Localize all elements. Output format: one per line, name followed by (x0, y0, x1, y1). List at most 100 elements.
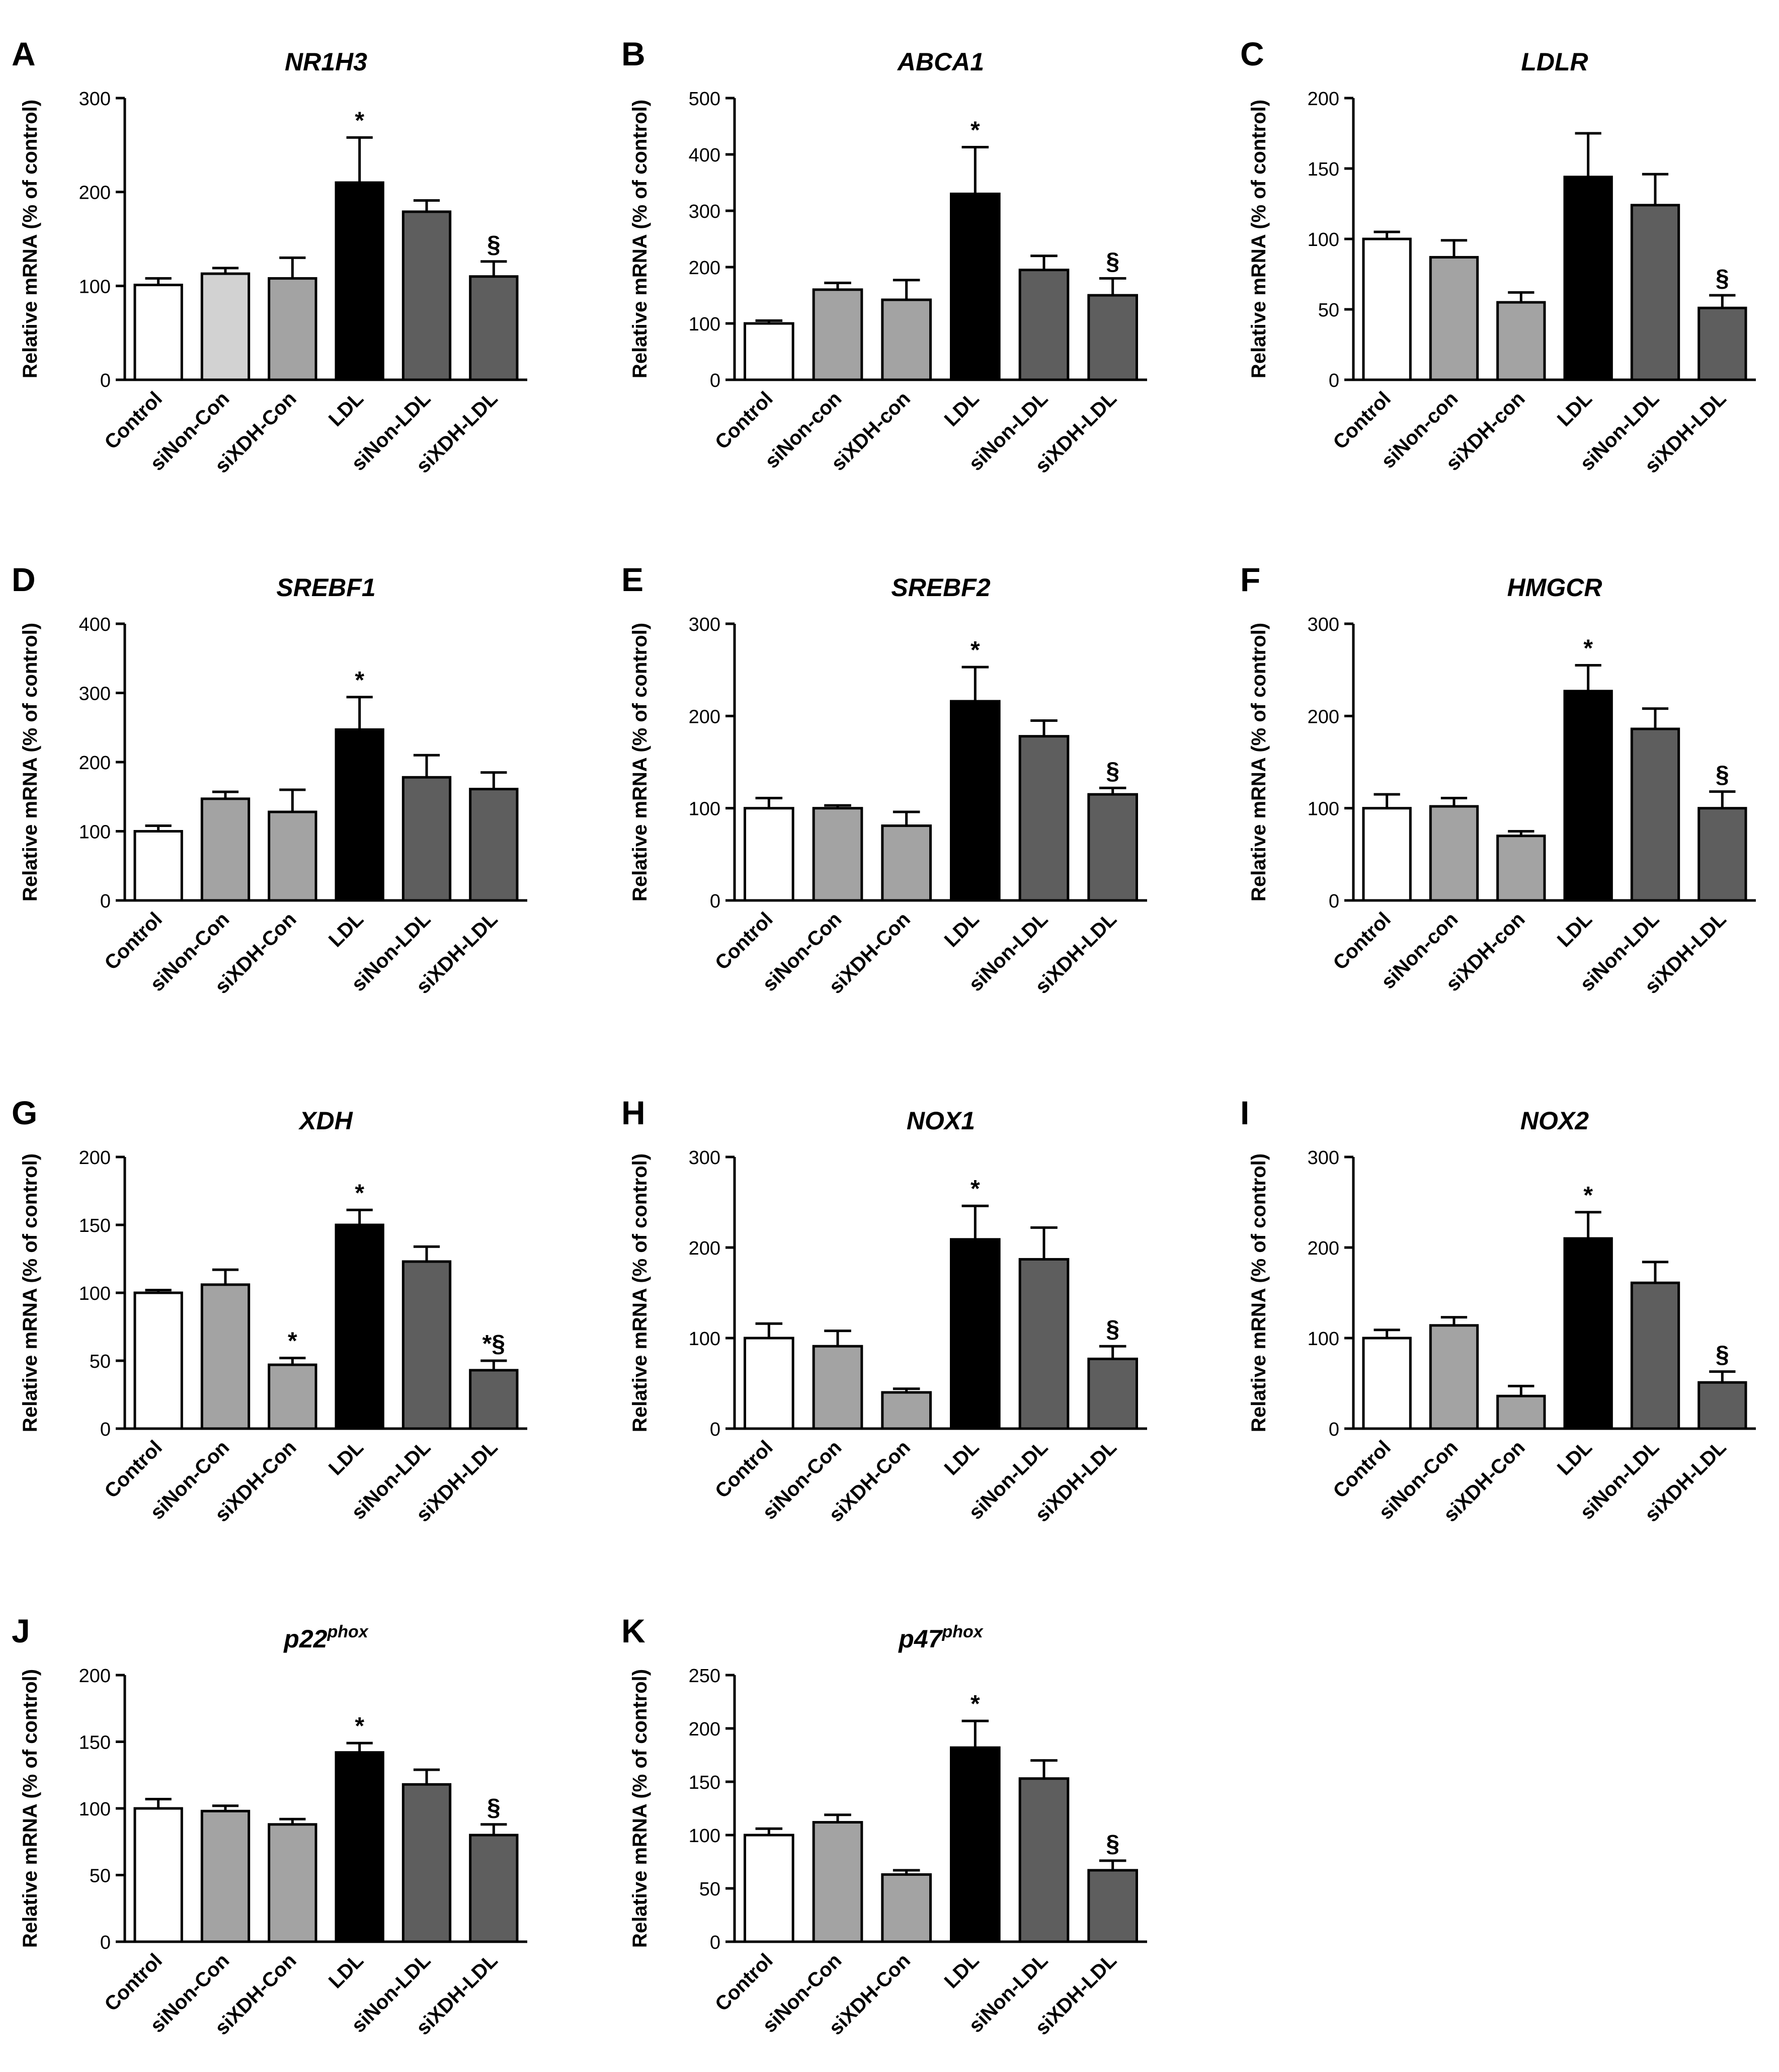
y-tick-label: 200 (1308, 89, 1339, 110)
y-tick-label: 150 (1308, 159, 1339, 180)
y-tick-label: 50 (1318, 300, 1339, 321)
y-tick-label: 150 (79, 1215, 111, 1236)
bar-sinon-con (200, 1283, 251, 1430)
y-tick-label: 100 (79, 1799, 111, 1820)
y-tick-label: 0 (100, 370, 111, 391)
y-axis-label: Relative mRNA (% of control) (629, 1153, 651, 1432)
bar-sixdh-con (268, 810, 317, 902)
bar-sinon-ldl (1018, 735, 1070, 902)
significance-mark: * (971, 117, 980, 143)
panel-d: D SREBF1 Relative mRNA (% of control) 0 100 2… (12, 561, 527, 998)
y-tick-label: 200 (689, 1238, 720, 1259)
y-tick-label: 300 (79, 684, 111, 705)
y-tick-label: 100 (1308, 799, 1339, 820)
bar-sixdh-con (881, 1873, 932, 1943)
y-axis-label: Relative mRNA (% of control) (19, 1669, 41, 1948)
significance-mark: * (971, 637, 980, 664)
x-tick-label: Control (711, 387, 777, 454)
y-tick-label: 200 (689, 706, 720, 727)
panel-title: ABCA1 (897, 48, 984, 76)
panel-letter: D (12, 561, 36, 598)
bar-sixdh-con (881, 824, 932, 902)
y-tick-label: 100 (689, 799, 720, 820)
panel-letter: F (1240, 561, 1260, 598)
y-axis-label: Relative mRNA (% of control) (19, 623, 41, 901)
bar-control (133, 1807, 183, 1943)
y-tick-label: 0 (710, 370, 720, 391)
y-tick-label: 400 (79, 614, 111, 635)
x-tick-label: Control (100, 1949, 167, 2016)
bar-sinon-con (1429, 256, 1479, 381)
y-tick-label: 50 (90, 1866, 111, 1887)
bar-sinon-con (812, 1345, 863, 1430)
bar-ldl (335, 728, 384, 902)
significance-mark: § (1716, 762, 1729, 788)
y-tick-label: 100 (79, 1283, 111, 1304)
y-axis-label: Relative mRNA (% of control) (1248, 623, 1270, 901)
bar-sixdh-ldl (469, 1834, 519, 1943)
bar-control (1362, 807, 1412, 902)
bar-control (1362, 237, 1412, 381)
panel-letter: G (12, 1094, 37, 1131)
bar-sixdh-ldl (469, 788, 519, 902)
bar-sinon-ldl (1630, 727, 1680, 902)
panel-h: H NOX1 Relative mRNA (% of control) 0 100 200… (621, 1094, 1147, 1526)
x-tick-label: LDL (940, 1949, 984, 1993)
x-tick-label: Control (100, 908, 167, 974)
y-tick-label: 200 (689, 258, 720, 279)
y-tick-label: 0 (710, 1419, 720, 1440)
y-tick-label: 0 (1329, 370, 1339, 391)
x-tick-label: Control (711, 1436, 777, 1503)
significance-mark: *§ (482, 1331, 505, 1357)
bar-sinon-ldl (401, 210, 452, 381)
y-tick-label: 0 (100, 1932, 111, 1953)
significance-mark: * (355, 107, 364, 134)
bar-sinon-con (200, 1809, 251, 1943)
bar-ldl (950, 700, 1001, 902)
panel-title: p47phox (898, 1622, 984, 1653)
x-tick-label: LDL (940, 1436, 984, 1479)
bar-ldl (335, 1223, 384, 1430)
bar-control (133, 1291, 183, 1430)
bar-sixdh-con (268, 1363, 317, 1430)
y-axis-label: Relative mRNA (% of control) (629, 1669, 651, 1948)
y-tick-label: 50 (699, 1879, 720, 1900)
significance-mark: § (487, 1794, 501, 1821)
y-tick-label: 200 (1308, 706, 1339, 727)
bar-sinon-ldl (1630, 204, 1680, 381)
bar-ldl (950, 1238, 1001, 1430)
panel-letter: B (621, 35, 645, 72)
significance-mark: § (1106, 1316, 1119, 1343)
bar-ldl (1563, 690, 1613, 902)
panel-title: NOX1 (907, 1107, 975, 1135)
bar-ldl (335, 181, 384, 381)
significance-mark: * (355, 1713, 364, 1739)
y-tick-label: 300 (79, 89, 111, 110)
bar-ldl (950, 192, 1001, 381)
bar-sixdh-con (1496, 1394, 1546, 1430)
y-tick-label: 300 (1308, 614, 1339, 635)
bar-sinon-con (1429, 805, 1479, 902)
y-tick-label: 0 (710, 891, 720, 912)
significance-mark: * (355, 667, 364, 694)
x-tick-label: LDL (940, 387, 984, 431)
panel-letter: A (12, 35, 36, 72)
y-tick-label: 0 (1329, 1419, 1339, 1440)
x-tick-label: LDL (1553, 387, 1596, 431)
panel-title: SREBF1 (276, 573, 375, 602)
bar-sixdh-con (268, 1823, 317, 1943)
bar-sinon-con (812, 1821, 863, 1943)
panel-e: E SREBF2 Relative mRNA (% of control) 0 100 2… (621, 561, 1147, 998)
x-tick-label: Control (100, 1436, 167, 1503)
panel-title: HMGCR (1507, 573, 1602, 602)
panel-letter: J (12, 1612, 30, 1649)
y-tick-label: 300 (689, 201, 720, 222)
y-tick-label: 0 (710, 1932, 720, 1953)
y-axis-label: Relative mRNA (% of control) (1248, 1153, 1270, 1432)
x-tick-label: LDL (1553, 908, 1596, 951)
bar-sixdh-con (881, 1391, 932, 1430)
bar-sixdh-con (1496, 301, 1546, 381)
panel-b: B ABCA1 Relative mRNA (% of control) 0 100 20… (621, 35, 1147, 477)
